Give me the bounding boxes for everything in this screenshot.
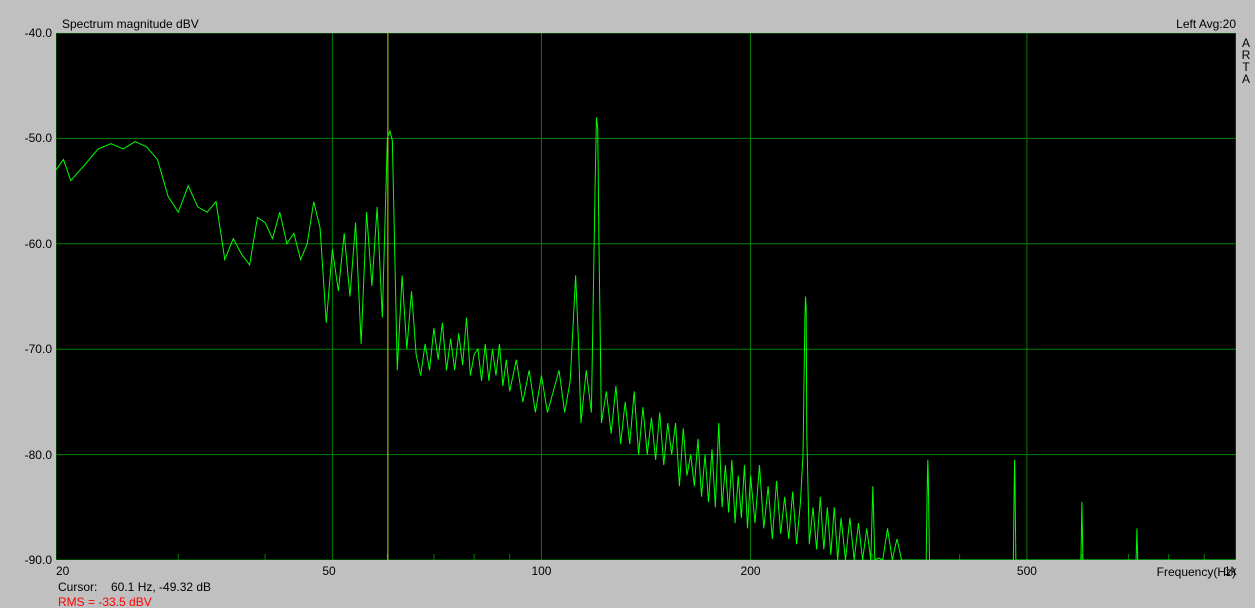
y-tick-label: -80.0	[25, 448, 52, 462]
chart-title: Spectrum magnitude dBV	[62, 17, 199, 31]
x-tick-label: 100	[531, 564, 551, 578]
cursor-label-prefix: Cursor:	[58, 580, 97, 594]
y-tick-label: -60.0	[25, 237, 52, 251]
x-tick-label: 1k	[1224, 564, 1237, 578]
x-tick-label: 50	[322, 564, 335, 578]
rms-value: RMS = -33.5 dBV	[58, 595, 152, 608]
spectrum-analyzer-view: Spectrum magnitude dBV Left Avg:20 Frequ…	[0, 0, 1255, 608]
x-tick-label: 200	[741, 564, 761, 578]
avg-label: Left Avg:20	[1176, 17, 1236, 31]
y-tick-label: -70.0	[25, 342, 52, 356]
x-tick-label: 20	[56, 564, 69, 578]
y-tick-label: -40.0	[25, 26, 52, 40]
y-tick-label: -90.0	[25, 553, 52, 567]
cursor-value: 60.1 Hz, -49.32 dB	[111, 580, 211, 594]
x-tick-label: 500	[1017, 564, 1037, 578]
y-tick-label: -50.0	[25, 131, 52, 145]
arta-watermark: ARTA	[1240, 37, 1252, 85]
spectrum-chart	[56, 33, 1236, 560]
plot-area[interactable]	[56, 33, 1236, 560]
